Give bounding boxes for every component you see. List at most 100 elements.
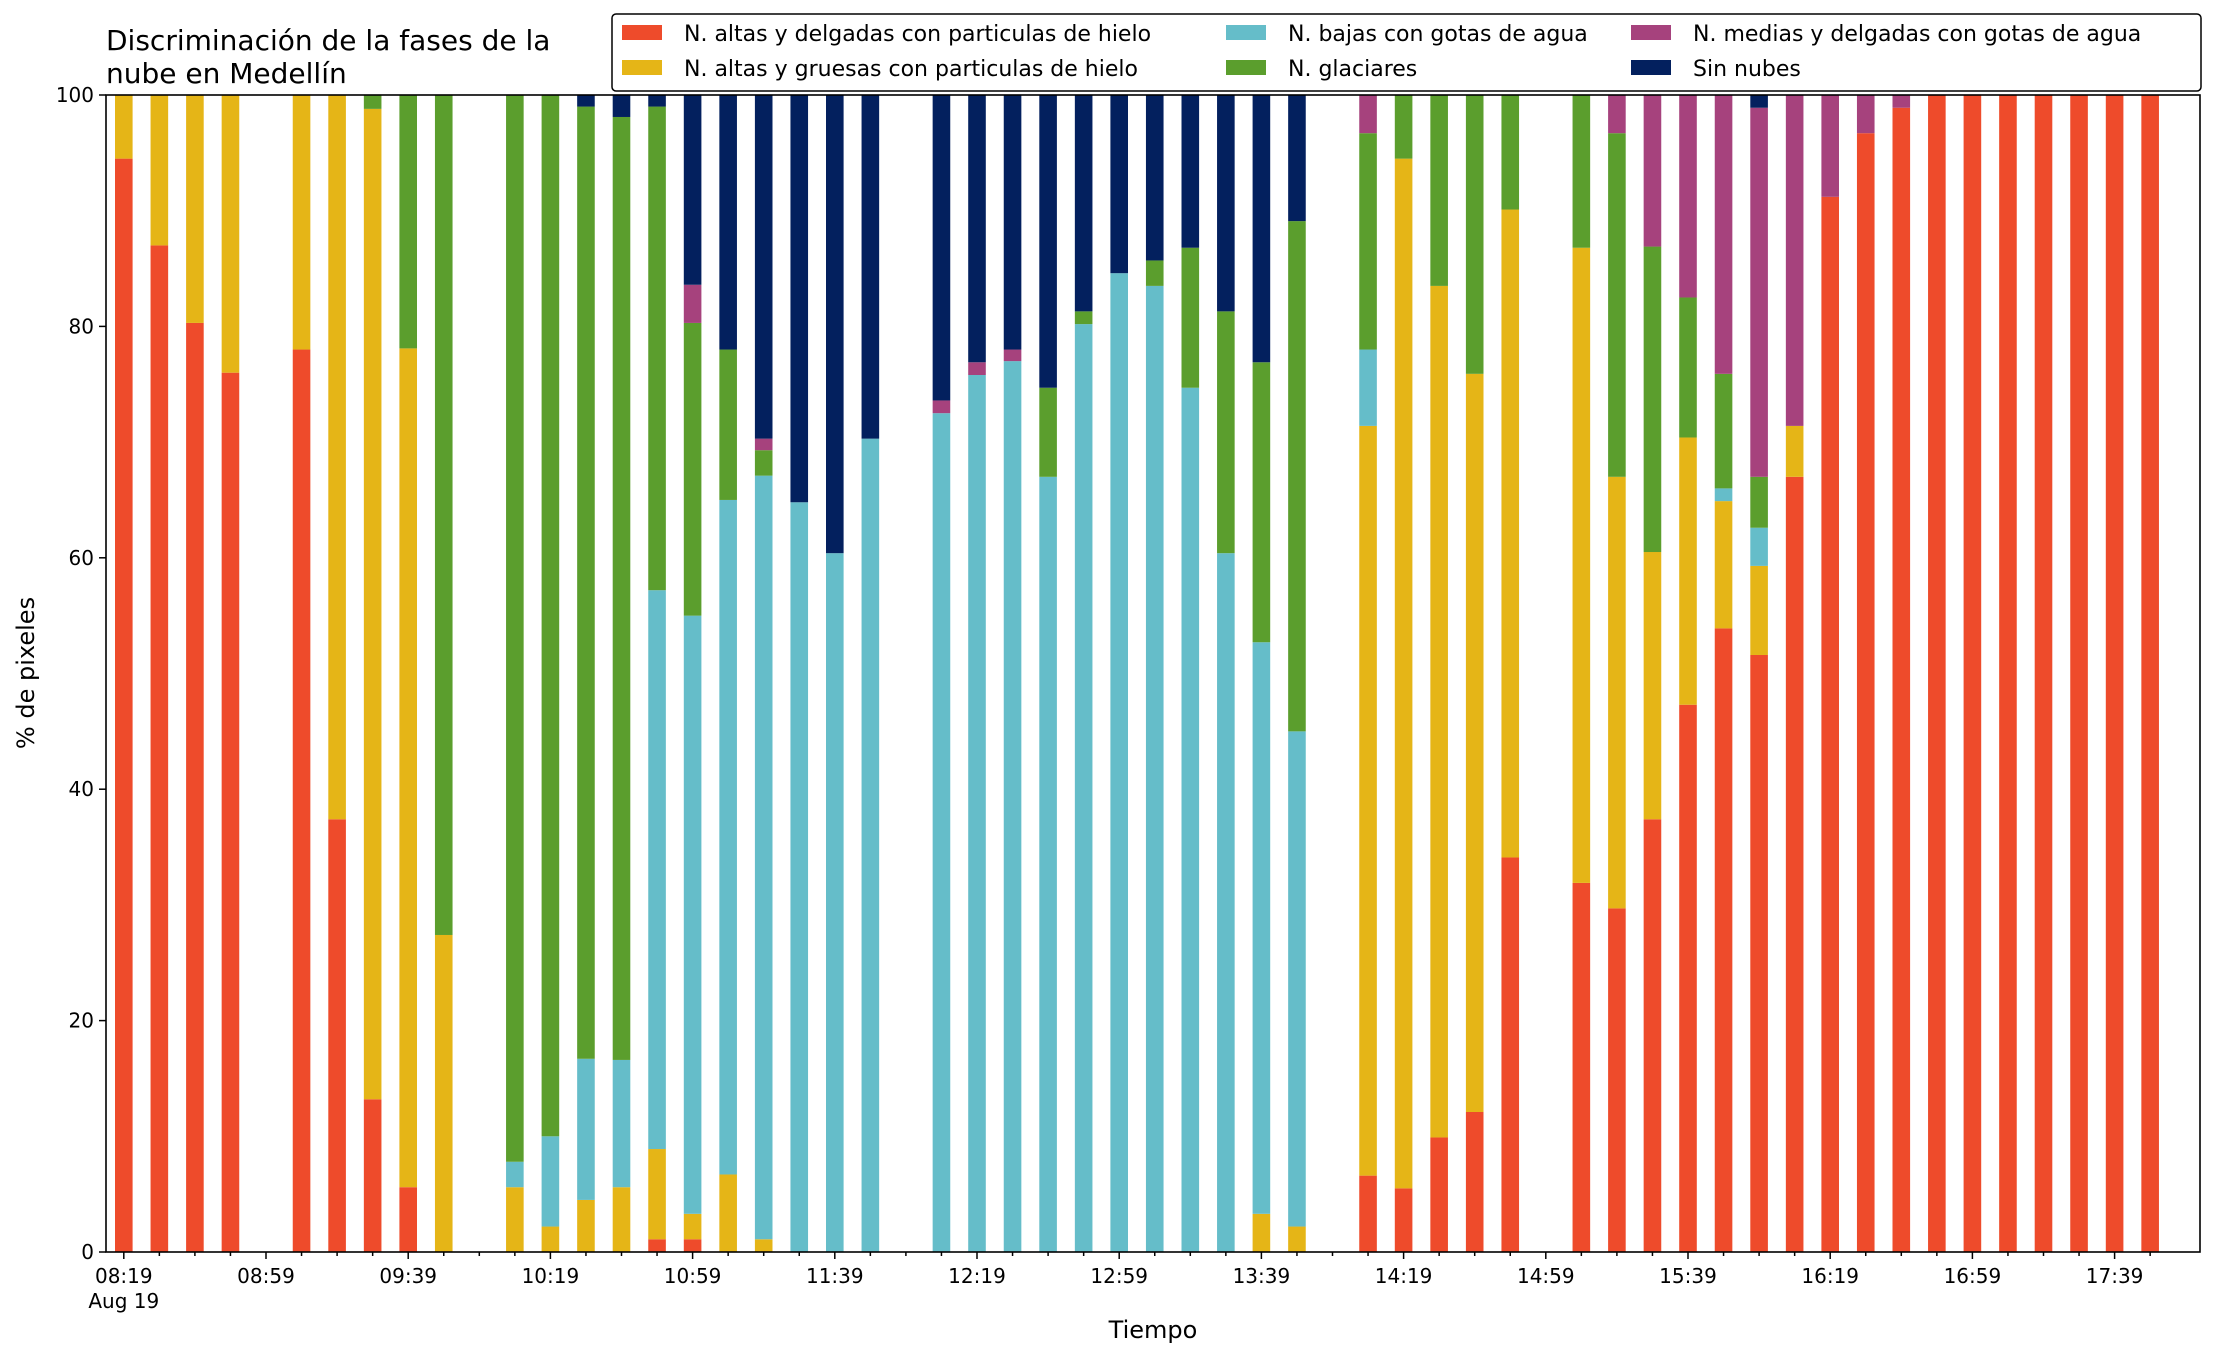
bar-segment <box>506 95 524 1162</box>
bar-segment <box>399 348 417 1188</box>
bar-segment <box>1643 95 1662 247</box>
legend-swatch <box>1226 60 1266 75</box>
legend: N. altas y delgadas con particulas de hi… <box>611 13 2202 92</box>
bar-segment <box>1750 476 1768 528</box>
bar-segment <box>1963 95 1982 1252</box>
bar-segment <box>150 95 169 246</box>
bar-segment <box>1572 882 1591 1252</box>
bar-segment <box>648 590 666 1150</box>
bar-segment <box>1501 209 1520 858</box>
bar-segment <box>683 615 702 1214</box>
bar-segment <box>1217 311 1235 554</box>
plot-frame <box>105 94 2201 1253</box>
bar-segment <box>1430 285 1448 1138</box>
bar-segment <box>754 450 773 476</box>
bar-segment <box>2034 95 2053 1252</box>
y-tick-label: 40 <box>69 777 94 801</box>
x-axis: 08:19 08:59 09:39 10:19 10:59 11:39 12:19 12:59… <box>88 1252 2151 1313</box>
bar-segment <box>1501 857 1520 1252</box>
bar-segment <box>1821 95 1839 197</box>
bar-segment <box>719 499 737 1175</box>
bar-segment <box>1465 373 1484 1113</box>
bar-segment <box>1217 95 1235 312</box>
bar-segment <box>186 322 204 1252</box>
bar-segment <box>1394 95 1413 159</box>
chart-title-line-1: Discriminación de la fases de la <box>106 24 550 57</box>
x-tick-label: 08:19 <box>95 1264 153 1288</box>
legend-label: N. altas y delgadas con particulas de hi… <box>684 22 1151 47</box>
bar-segment <box>577 1058 595 1200</box>
bar-segment <box>1572 95 1591 248</box>
bar-segment <box>1608 908 1626 1252</box>
bar-segment <box>719 1174 737 1252</box>
bar-segment <box>1608 133 1626 477</box>
bar-segment <box>932 413 951 1252</box>
legend-label: N. medias y delgadas con gotas de agua <box>1693 22 2141 47</box>
bar-segment <box>1359 95 1377 134</box>
bar-segment <box>754 438 773 451</box>
bar-segment <box>1074 311 1093 325</box>
y-axis: 0 20 40 60 80 100 <box>56 83 106 1264</box>
bar-segment <box>1750 527 1768 566</box>
bar-segment <box>577 106 595 1059</box>
bar-segment <box>1145 260 1164 286</box>
bar-segment <box>1181 95 1200 248</box>
bar-segment <box>1856 95 1875 134</box>
bar-segment <box>1608 476 1626 909</box>
legend-label: Sin nubes <box>1693 57 1801 82</box>
bar-segment <box>1643 246 1662 553</box>
bars-layer <box>115 95 2159 1253</box>
bar-segment <box>541 1136 560 1227</box>
bar-segment <box>1714 628 1733 1252</box>
bar-segment <box>1181 387 1200 1253</box>
bar-segment <box>861 95 880 439</box>
bar-segment <box>1892 95 1911 108</box>
bar-segment <box>434 934 453 1252</box>
bar-segment <box>1572 247 1591 883</box>
x-tick-label: 11:39 <box>806 1264 864 1288</box>
bar-segment <box>2141 95 2159 1252</box>
bar-segment <box>1643 552 1662 820</box>
bar-segment <box>1856 133 1875 1253</box>
x-tick-label: 16:59 <box>1944 1264 2002 1288</box>
bar-segment <box>683 95 702 285</box>
bar-segment <box>1039 95 1057 388</box>
x-tick-label: 12:59 <box>1090 1264 1148 1288</box>
bar-segment <box>968 362 986 375</box>
bar-segment <box>932 400 951 414</box>
legend-swatch <box>1631 25 1671 40</box>
bar-segment <box>1003 95 1022 350</box>
bar-segment <box>1465 95 1484 374</box>
bar-segment <box>1501 95 1520 210</box>
bar-segment <box>363 1099 382 1252</box>
legend-frame <box>611 13 2202 92</box>
x-tick-label: 10:59 <box>664 1264 722 1288</box>
bar-segment <box>612 116 631 1060</box>
bar-segment <box>328 95 346 820</box>
bar-segment <box>683 284 702 323</box>
y-tick-label: 100 <box>56 83 94 107</box>
bar-segment <box>1465 1112 1484 1252</box>
bar-segment <box>754 1239 773 1252</box>
legend-label: N. altas y gruesas con particulas de hie… <box>684 57 1138 82</box>
bar-segment <box>1714 373 1733 489</box>
bar-segment <box>506 1161 524 1188</box>
bar-segment <box>683 322 702 616</box>
y-tick-label: 20 <box>69 1009 94 1033</box>
bar-segment <box>1394 158 1413 1189</box>
bar-segment <box>292 95 311 350</box>
bar-segment <box>612 1059 631 1188</box>
bar-segment <box>1821 196 1839 1252</box>
bar-segment <box>1288 221 1306 732</box>
legend-label: N. glaciares <box>1288 57 1417 82</box>
bar-segment <box>1679 704 1697 1252</box>
bar-segment <box>648 1149 666 1240</box>
bar-segment <box>2070 95 2088 1252</box>
bar-segment <box>186 95 204 323</box>
bar-segment <box>1750 565 1768 655</box>
bar-segment <box>1288 95 1306 222</box>
bar-segment <box>577 1199 595 1252</box>
bar-segment <box>1288 1226 1306 1252</box>
bar-segment <box>2105 95 2124 1252</box>
